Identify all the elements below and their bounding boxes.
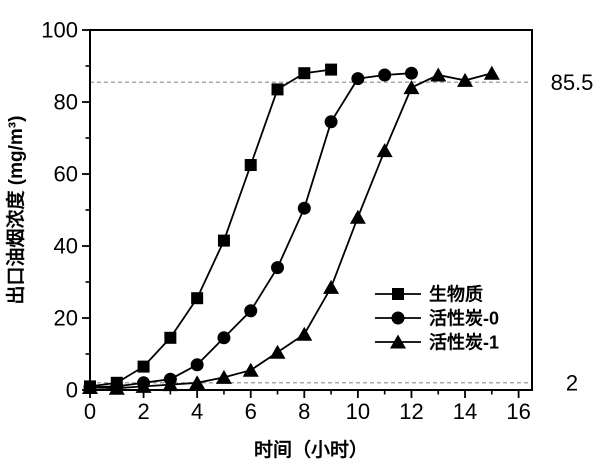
legend-item-label: 活性炭-0 (429, 307, 499, 328)
y-tick-label: 0 (66, 378, 78, 403)
y-tick-label: 80 (54, 90, 78, 115)
marker-circle (244, 304, 258, 318)
marker-triangle (403, 80, 420, 95)
marker-square (271, 83, 284, 96)
y-axis: 0 20 40 60 80 100 (41, 18, 90, 403)
legend-item-label: 活性炭-1 (429, 331, 499, 352)
marker-circle (404, 66, 418, 80)
legend-item: 活性炭-1 (375, 331, 499, 352)
marker-triangle (430, 67, 447, 82)
marker-triangle (215, 369, 232, 384)
marker-circle (297, 201, 311, 215)
marker-circle (324, 115, 338, 129)
legend-item-label: 生物质 (429, 283, 483, 304)
x-tick-label: 6 (245, 399, 257, 424)
y-tick-label: 100 (41, 18, 78, 43)
marker-triangle (390, 334, 406, 349)
marker-circle (271, 261, 285, 275)
series-line (89, 72, 493, 390)
x-axis: 0 2 4 6 8 10 12 14 16 (84, 390, 531, 424)
x-tick-label: 4 (191, 399, 203, 424)
x-tick-label: 0 (84, 399, 96, 424)
marker-circle (217, 331, 231, 345)
y-tick-label: 20 (54, 306, 78, 331)
marker-triangle (269, 344, 286, 359)
series-line (89, 68, 332, 388)
x-tick-label: 8 (298, 399, 310, 424)
marker-square (164, 331, 177, 344)
marker-square (137, 360, 150, 373)
ref-line-label: 85.5 (551, 70, 594, 95)
y-axis-title: 出口油烟浓度 (mg/m³) (4, 116, 27, 305)
legend-item: 生物质 (375, 283, 483, 304)
marker-circle (391, 311, 405, 325)
marker-triangle (189, 375, 206, 390)
ref-line-label: 2 (566, 371, 578, 396)
marker-square (191, 292, 204, 305)
marker-triangle (483, 65, 500, 80)
marker-square (325, 63, 338, 76)
plot-area: 85.520 2 4 6 8 10 12 14 16020406080100生物质活性炭-0活性… (41, 18, 593, 424)
series-squares (84, 63, 338, 393)
marker-square (298, 67, 311, 80)
x-tick-label: 14 (453, 399, 477, 424)
x-tick-label: 16 (506, 399, 530, 424)
marker-triangle (108, 380, 125, 395)
marker-triangle (135, 378, 152, 393)
marker-circle (190, 358, 204, 372)
marker-square (244, 159, 257, 171)
marker-circle (351, 72, 365, 86)
series-triangles (82, 65, 500, 395)
y-tick-label: 40 (54, 234, 78, 259)
reference-lines: 85.52 (90, 70, 593, 396)
marker-triangle (242, 362, 259, 377)
marker-square (392, 288, 404, 300)
marker-triangle (162, 377, 179, 392)
marker-triangle (376, 143, 393, 158)
marker-triangle (323, 279, 340, 294)
marker-triangle (82, 379, 98, 394)
x-tick-label: 12 (399, 399, 423, 424)
y-tick-label: 60 (54, 162, 78, 187)
x-tick-label: 2 (137, 399, 149, 424)
series-circles (83, 66, 418, 394)
marker-triangle (457, 72, 474, 87)
series-line (89, 72, 412, 389)
x-axis-title: 时间（小时） (254, 438, 368, 461)
marker-triangle (296, 326, 313, 341)
x-tick-label: 10 (346, 399, 370, 424)
marker-triangle (349, 209, 366, 224)
marker-circle (378, 68, 392, 82)
legend-item: 活性炭-0 (375, 307, 499, 328)
marker-square (217, 234, 230, 247)
